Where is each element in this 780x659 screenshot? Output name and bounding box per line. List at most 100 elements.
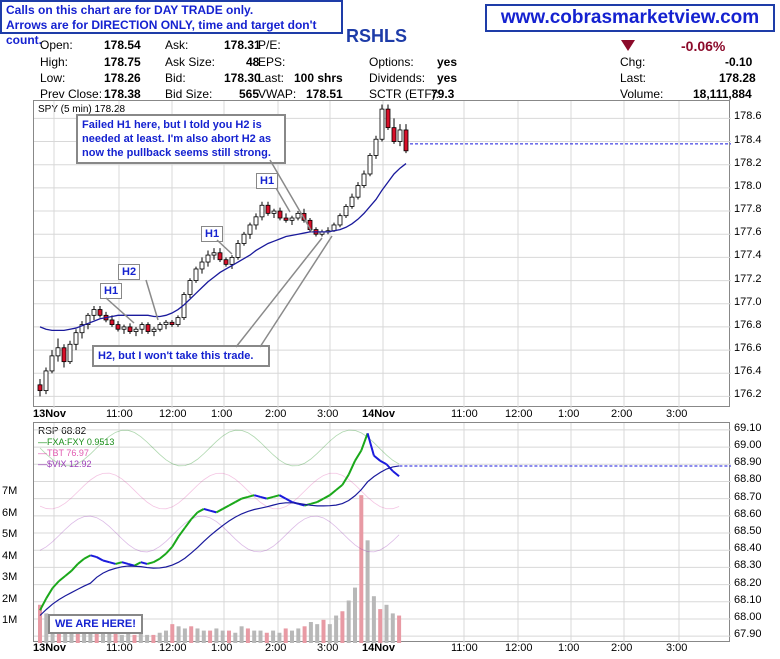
spy-y-tick: 177.0	[734, 295, 762, 308]
rsp-x-tick: 3:00	[666, 642, 688, 654]
dividends-label: Dividends:	[369, 71, 426, 85]
ask-size-label: Ask Size:	[165, 55, 216, 69]
spy-candle	[79, 324, 85, 334]
rsp-y-tick: 68.50	[734, 525, 762, 537]
rsp-y-axis: 69.10 69.00 68.90 68.80 68.70 68.60 68.50 68.40…	[730, 422, 780, 642]
rsp-y-tick: 68.90	[734, 456, 762, 469]
spy-x-tick: 11:00	[451, 408, 478, 420]
chg-value: -0.10	[725, 55, 753, 69]
volume-bar	[214, 628, 219, 643]
rsp-price-segment	[90, 554, 97, 559]
volume-bar	[239, 626, 244, 643]
spy-candle	[73, 332, 79, 345]
spy-candle	[223, 259, 229, 265]
rsp-price-segment	[347, 460, 356, 475]
spy-y-tick: 176.8	[734, 318, 762, 331]
rsp-price-segment	[58, 575, 66, 582]
rsp-y-tick: 68.20	[734, 576, 762, 589]
volume-bar	[378, 609, 383, 643]
spy-candle	[91, 309, 97, 316]
volume-bar	[132, 634, 137, 643]
bid-value: 178.30	[224, 71, 261, 85]
spy-candle	[379, 108, 385, 140]
rsp-price-segment	[115, 561, 123, 565]
rsp-price-segment	[177, 527, 186, 538]
rsp-price-segment	[127, 562, 135, 567]
volume-value: 18,111,884	[693, 87, 752, 101]
spy-x-tick: 11:00	[106, 408, 133, 420]
spy-x-tick: 3:00	[666, 408, 688, 420]
volume-bar	[371, 596, 376, 643]
spy-y-tick: 178.4	[734, 133, 762, 146]
h1-label-b: H1	[201, 226, 224, 242]
last-value: 100 shrs	[294, 71, 343, 85]
rsp-price-segment	[215, 508, 224, 514]
spy-candle	[343, 206, 349, 217]
notice-line-1: Calls on this chart are for DAY TRADE on…	[6, 3, 254, 17]
volume-bar	[63, 626, 68, 643]
overlay-line	[39, 515, 400, 553]
volume-bar	[201, 630, 206, 643]
volume-bar	[227, 630, 231, 643]
sctr-label: SCTR (ETF):	[369, 87, 439, 101]
spy-chart-title: SPY (5 min) 178.28	[38, 104, 126, 115]
spy-y-tick: 177.8	[734, 203, 762, 216]
spy-candle	[355, 185, 361, 198]
volume-bar	[252, 630, 257, 643]
spy-candle	[121, 326, 127, 330]
spy-candle	[241, 233, 247, 244]
bid-size-value: 565	[239, 87, 260, 101]
spy-candle	[367, 155, 373, 175]
last-label: Last:	[258, 71, 285, 85]
spy-candle	[307, 219, 313, 230]
ask-size-value: 48	[246, 55, 260, 69]
spy-candle	[169, 321, 175, 325]
spy-y-tick: 177.4	[734, 249, 762, 262]
rsp-price-segment	[96, 556, 104, 562]
volume-bar	[397, 615, 402, 643]
overlay-line	[39, 472, 400, 510]
dividends-value: yes	[437, 71, 458, 85]
volume-tick: 2M	[2, 592, 18, 605]
spy-candle	[85, 314, 91, 325]
spy-candle	[133, 328, 139, 332]
rsp-price-segment	[354, 449, 363, 462]
rsp-x-tick: 11:00	[106, 642, 133, 654]
high-label: High:	[40, 55, 69, 69]
spy-candle	[217, 252, 223, 261]
rsp-x-tick: 14Nov	[362, 642, 396, 654]
rsp-price-segment	[146, 561, 154, 565]
h1-label-a: H1	[100, 283, 123, 299]
volume-bar	[44, 613, 49, 643]
rsp-price-segment	[51, 580, 60, 589]
spy-candle	[67, 343, 73, 363]
rsp-pane: RSP 68.82 —FXA:FXY 0.9513 —TBT 76.97 —$VIX…	[33, 422, 731, 643]
rsp-x-axis: 13Nov 11:00 12:00 1:00 2:00 3:00 14Nov 11:00 12:…	[0, 642, 780, 656]
volume-bar	[308, 622, 313, 643]
spy-candle	[157, 324, 163, 330]
spy-candle	[127, 326, 133, 332]
volume-bar	[170, 624, 175, 643]
rsp-price-segment	[272, 494, 280, 498]
low-value: 178.26	[104, 71, 141, 85]
spy-candle	[277, 210, 283, 219]
rsp-y-tick: 67.90	[734, 628, 762, 641]
volume-bar	[321, 619, 326, 643]
rsp-price-segment	[241, 495, 249, 500]
spy-candle	[247, 224, 253, 235]
rsp-y-tick: 68.70	[734, 490, 762, 503]
rsp-price-segment	[247, 494, 255, 498]
volume-bar	[176, 626, 181, 643]
rsp-price-segment	[278, 494, 287, 500]
rsp-price-segment	[190, 511, 199, 520]
rsp-price-segment	[228, 501, 236, 507]
we-are-here-callout: WE ARE HERE!	[48, 614, 143, 634]
volume-bar	[353, 587, 357, 643]
volume-bar	[283, 628, 288, 643]
spy-candle	[265, 204, 271, 214]
volume-bar	[164, 630, 168, 643]
prev-close-label: Prev Close:	[40, 87, 103, 101]
spy-x-tick: 2:00	[265, 408, 287, 420]
volume-bar	[277, 632, 282, 643]
spy-moving-average-line	[39, 163, 407, 332]
